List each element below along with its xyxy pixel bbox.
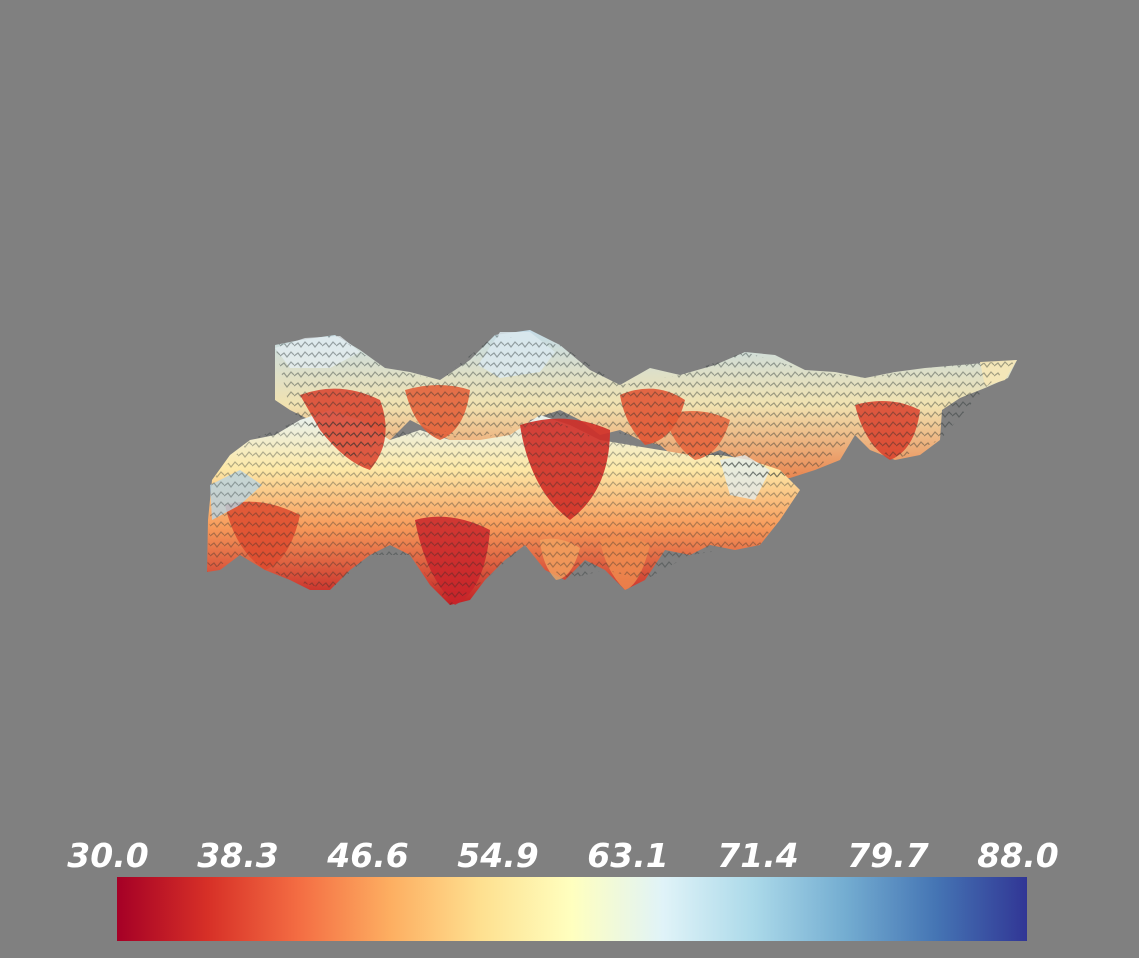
colorbar-tick-label: 38.3: [197, 836, 279, 875]
colorbar-tick-label: 63.1: [587, 836, 669, 875]
colorbar-tick-labels: 30.0 38.3 46.6 54.9 63.1 71.4 79.7 88.0: [0, 836, 1139, 876]
colorbar-gradient: [117, 877, 1027, 941]
colorbar-tick-label: 46.6: [327, 836, 409, 875]
colorbar-tick-label: 54.9: [457, 836, 539, 875]
colorbar-tick-label: 88.0: [977, 836, 1059, 875]
colorbar: [117, 877, 1027, 941]
roughness-back: [275, 335, 1017, 480]
colorbar-tick-label: 71.4: [717, 836, 799, 875]
roughness-front: [207, 415, 800, 605]
colorbar-tick-label: 79.7: [847, 836, 929, 875]
colorbar-tick-label: 30.0: [67, 836, 149, 875]
